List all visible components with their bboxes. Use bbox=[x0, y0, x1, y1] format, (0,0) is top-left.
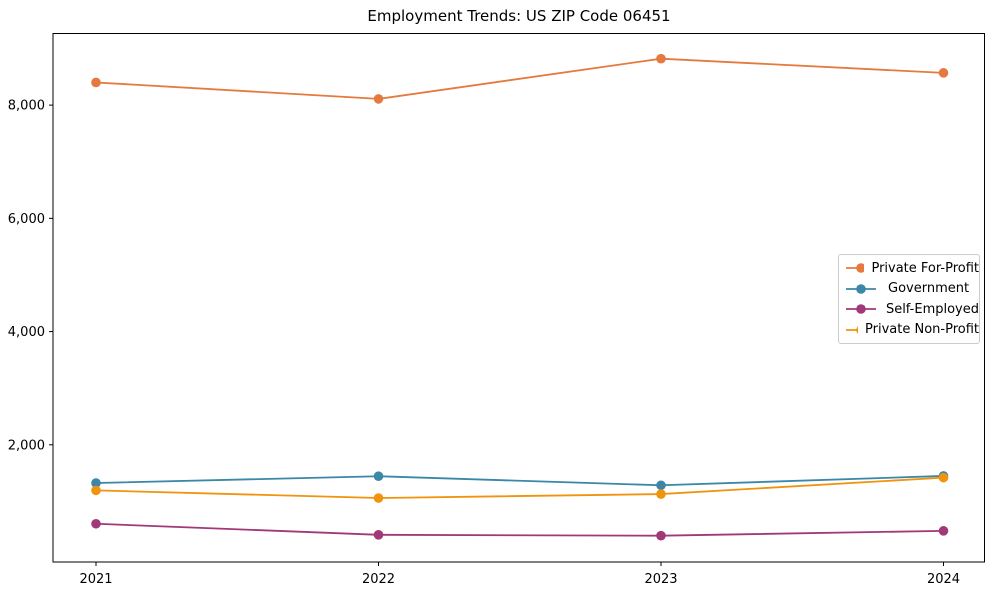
data-point-government bbox=[91, 478, 101, 488]
legend-item-private-non-profit: Private Non-Profit bbox=[845, 321, 979, 339]
data-point-government bbox=[373, 471, 384, 482]
legend-label: Private For-Profit bbox=[871, 260, 979, 276]
y-tick-label: 2,000 bbox=[8, 438, 45, 453]
data-point-self-employed bbox=[373, 530, 384, 540]
legend-line-marker-icon bbox=[846, 304, 876, 315]
x-tick-label: 2022 bbox=[362, 572, 395, 587]
legend-item-private-for-profit: Private For-Profit bbox=[845, 259, 979, 277]
data-point-private-non-profit bbox=[656, 489, 666, 499]
legend-line-marker-icon bbox=[846, 325, 859, 334]
x-tick-label: 2024 bbox=[927, 572, 960, 587]
series-line-private-for-profit bbox=[95, 57, 944, 100]
chart-title: Employment Trends: US ZIP Code 06451 bbox=[367, 7, 671, 25]
y-tick-label: 6,000 bbox=[8, 212, 45, 227]
series-line-private-non-profit bbox=[95, 476, 944, 499]
series-line-government bbox=[95, 475, 944, 487]
data-point-self-employed bbox=[656, 530, 666, 541]
legend-item-self-employed: Self-Employed bbox=[845, 300, 979, 318]
y-tick-label: 8,000 bbox=[8, 99, 45, 114]
data-point-government bbox=[656, 480, 666, 491]
series-line-self-employed bbox=[95, 522, 944, 537]
data-point-private-for-profit bbox=[938, 68, 949, 78]
data-point-private-non-profit bbox=[373, 493, 384, 503]
data-point-private-for-profit bbox=[91, 77, 101, 88]
data-point-self-employed bbox=[91, 518, 101, 529]
legend-line-marker-icon bbox=[846, 283, 876, 294]
legend-label: Private Non-Profit bbox=[865, 322, 979, 338]
data-point-private-non-profit bbox=[938, 472, 949, 483]
legend-item-government: Government bbox=[845, 280, 979, 298]
y-tick-label: 4,000 bbox=[8, 325, 45, 340]
legend-line-marker-icon bbox=[846, 263, 865, 274]
x-tick-label: 2021 bbox=[79, 572, 112, 587]
legend-label: Self-Employed bbox=[885, 301, 979, 317]
data-point-private-non-profit bbox=[91, 485, 101, 496]
plot-frame bbox=[52, 33, 985, 563]
data-point-private-for-profit bbox=[373, 94, 384, 104]
x-tick-label: 2023 bbox=[644, 572, 677, 587]
legend-label: Government bbox=[888, 281, 970, 297]
legend: Private For-Profit Government Self-Employe… bbox=[838, 254, 980, 344]
data-point-self-employed bbox=[938, 526, 949, 536]
data-point-private-for-profit bbox=[656, 53, 666, 64]
